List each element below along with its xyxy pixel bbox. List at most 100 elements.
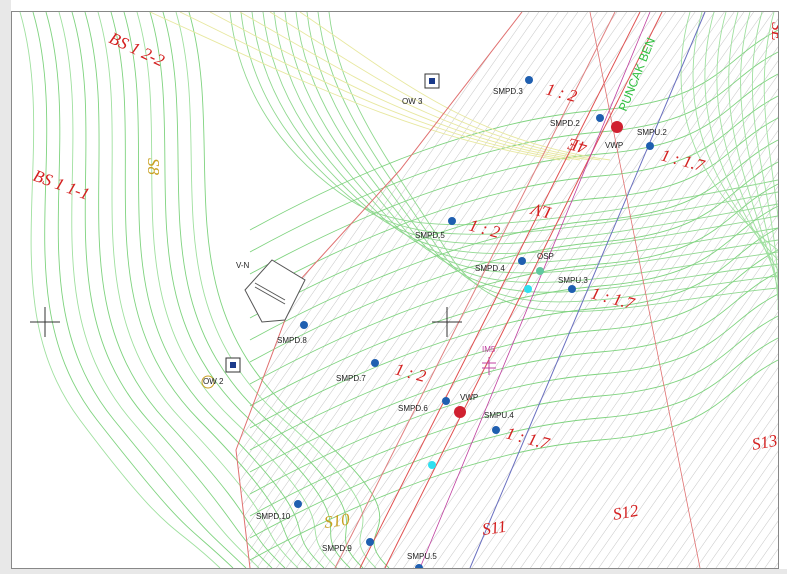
contour-line xyxy=(249,293,778,495)
red-line xyxy=(359,12,641,568)
contour-line xyxy=(249,227,778,429)
contour-line xyxy=(249,95,778,297)
contour-line xyxy=(162,12,364,568)
frame-edge xyxy=(0,0,11,574)
contour-line xyxy=(317,12,778,303)
zone-label: S13 xyxy=(750,431,778,454)
contour-line xyxy=(209,12,581,161)
contour-line xyxy=(251,12,778,245)
point-label: SMPU.2 xyxy=(637,128,667,137)
structure-label: V-N xyxy=(236,261,250,270)
structure xyxy=(254,286,286,305)
contour-line xyxy=(179,12,571,161)
point-label: SMPU.4 xyxy=(484,411,514,420)
blue-line xyxy=(469,12,706,568)
point-label: SMPU.5 xyxy=(407,552,437,561)
zone-label: S8 xyxy=(144,158,163,176)
contour-line xyxy=(97,12,299,568)
contour-line xyxy=(149,12,561,161)
marker xyxy=(201,375,215,389)
cross-mark xyxy=(432,307,462,337)
contour-line xyxy=(229,12,778,226)
well-icon xyxy=(230,362,236,368)
well-label: OW 2 xyxy=(203,377,224,386)
contour-line xyxy=(175,12,377,568)
pink-line xyxy=(419,12,651,568)
point-label: SMPU.3 xyxy=(558,276,588,285)
contour-line xyxy=(262,12,778,254)
contour-line xyxy=(740,12,778,301)
point-label: SMPD.7 xyxy=(336,374,366,383)
piezometer xyxy=(428,461,436,469)
contour-line xyxy=(149,12,351,568)
contour-line xyxy=(269,12,601,161)
contour-line xyxy=(249,29,778,231)
vwp-marker xyxy=(611,121,623,133)
well-icon xyxy=(429,78,435,84)
zone-label: S11 xyxy=(481,517,508,539)
contour-line xyxy=(45,12,247,568)
point-label: SMPD.10 xyxy=(256,512,291,521)
contour-line xyxy=(249,139,778,341)
contour-line xyxy=(306,12,778,293)
contour-line xyxy=(71,12,273,568)
red-line xyxy=(384,12,663,568)
contours xyxy=(19,12,778,568)
contour-line xyxy=(239,12,591,161)
point-label: SMPD.6 xyxy=(398,404,428,413)
frame xyxy=(11,11,779,569)
contour-line xyxy=(19,12,221,568)
contour-line xyxy=(249,183,778,385)
contour-line xyxy=(58,12,260,568)
structure xyxy=(244,259,306,323)
point-label: SMPD.4 xyxy=(475,264,505,273)
contour-line xyxy=(136,12,338,568)
contour-line xyxy=(273,12,778,264)
vwp-label: VWP xyxy=(460,393,478,402)
survey-points xyxy=(294,76,654,568)
structure xyxy=(254,282,286,301)
contour-line xyxy=(728,12,778,291)
contour-line xyxy=(32,12,234,568)
vwp-label: VWP xyxy=(605,141,623,150)
contour-line xyxy=(284,12,778,274)
contour-line xyxy=(249,161,778,363)
contour-line xyxy=(751,12,778,310)
contour-line xyxy=(249,117,778,319)
zone-label: S12 xyxy=(611,501,640,524)
contour-line xyxy=(249,315,778,517)
contour-line xyxy=(249,51,778,253)
point-label: SMPD.8 xyxy=(277,336,307,345)
contour-line xyxy=(249,337,778,539)
im-label: IM5 xyxy=(482,345,496,354)
contour-line xyxy=(249,271,778,473)
contour-line xyxy=(84,12,286,568)
contour-line xyxy=(704,12,778,271)
point-label: SMPD.2 xyxy=(550,119,580,128)
berm-label: 4E xyxy=(565,134,589,157)
contour-line xyxy=(249,205,778,407)
contour-line xyxy=(328,12,778,312)
red-line xyxy=(589,12,701,568)
frame-edge xyxy=(0,569,787,574)
im-marker xyxy=(482,357,496,375)
contour-line xyxy=(716,12,778,281)
osp-label: OSP xyxy=(537,252,554,261)
osp-marker xyxy=(536,267,544,275)
contour-line xyxy=(249,249,778,451)
cross-mark xyxy=(30,307,60,337)
point-label: SMPD.5 xyxy=(415,231,445,240)
contour-line xyxy=(299,12,611,161)
point-label: SMPD.3 xyxy=(493,87,523,96)
point-label: SMPD.9 xyxy=(322,544,352,553)
section-label: SE xyxy=(768,22,787,42)
zone-label: S10 xyxy=(323,510,351,532)
red-line xyxy=(334,12,616,568)
contour-line xyxy=(188,12,390,568)
vwp-marker xyxy=(454,406,466,418)
contour-line xyxy=(110,12,312,568)
contour-line xyxy=(249,359,778,561)
contour-line xyxy=(763,12,778,320)
well-label: OW 3 xyxy=(402,97,423,106)
